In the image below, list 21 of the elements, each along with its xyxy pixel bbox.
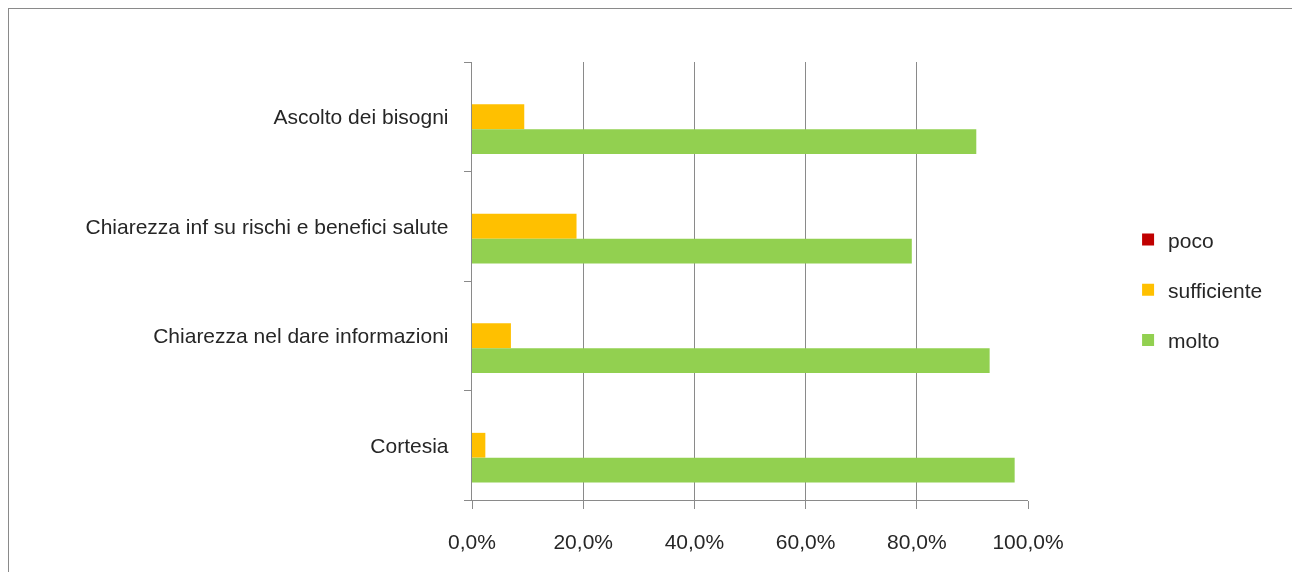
bar <box>472 348 990 373</box>
bar <box>472 238 912 264</box>
x-tick-label: 100,0% <box>992 529 1064 553</box>
legend-label: poco <box>1168 228 1214 252</box>
y-tick-label: Cortesia <box>370 433 449 457</box>
bar <box>472 129 977 154</box>
y-tick-label: Chiarezza nel dare informazioni <box>153 324 449 348</box>
bar <box>472 213 577 239</box>
x-tick-label: 0,0% <box>448 529 496 553</box>
y-tick-label: Chiarezza inf su rischi e benefici salute <box>85 214 449 238</box>
bar <box>472 457 1015 483</box>
x-tick-label: 80,0% <box>887 529 947 553</box>
legend-label: sufficiente <box>1168 278 1263 302</box>
x-tick-label: 40,0% <box>664 529 725 553</box>
bar <box>472 432 486 458</box>
x-tick-label: 20,0% <box>553 529 613 553</box>
legend-label: molto <box>1168 329 1220 353</box>
x-tick-label: 60,0% <box>775 529 836 553</box>
bar <box>472 104 525 130</box>
y-tick-label: Ascolto dei bisogni <box>273 105 449 129</box>
bar <box>472 323 511 349</box>
